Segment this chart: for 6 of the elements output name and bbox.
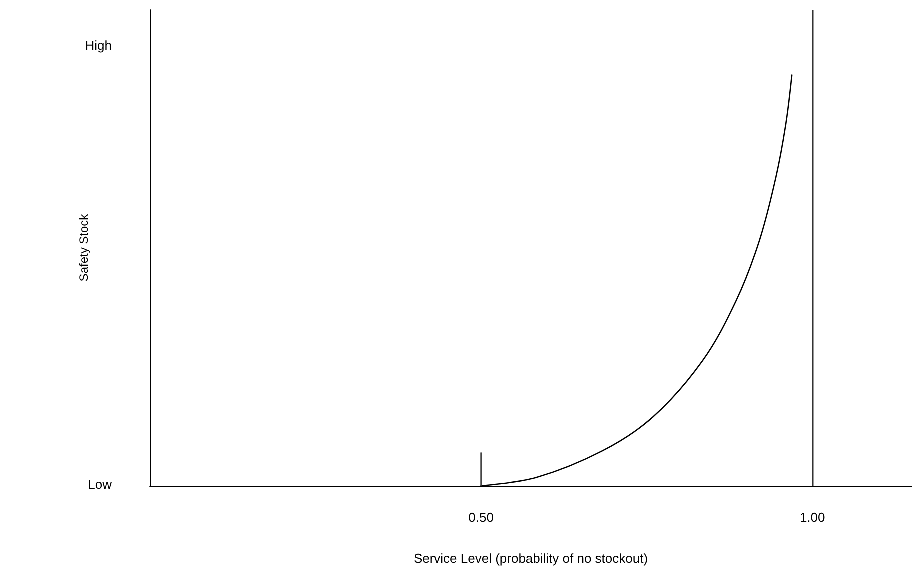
y-axis-title: Safety Stock [77,213,91,282]
x-tick-label: 0.50 [468,510,494,525]
x-axis-title: Service Level (probability of no stockout) [414,551,648,566]
text: Low [88,477,113,492]
text: High [85,38,112,53]
x-tick-label: 1.00 [800,510,826,525]
